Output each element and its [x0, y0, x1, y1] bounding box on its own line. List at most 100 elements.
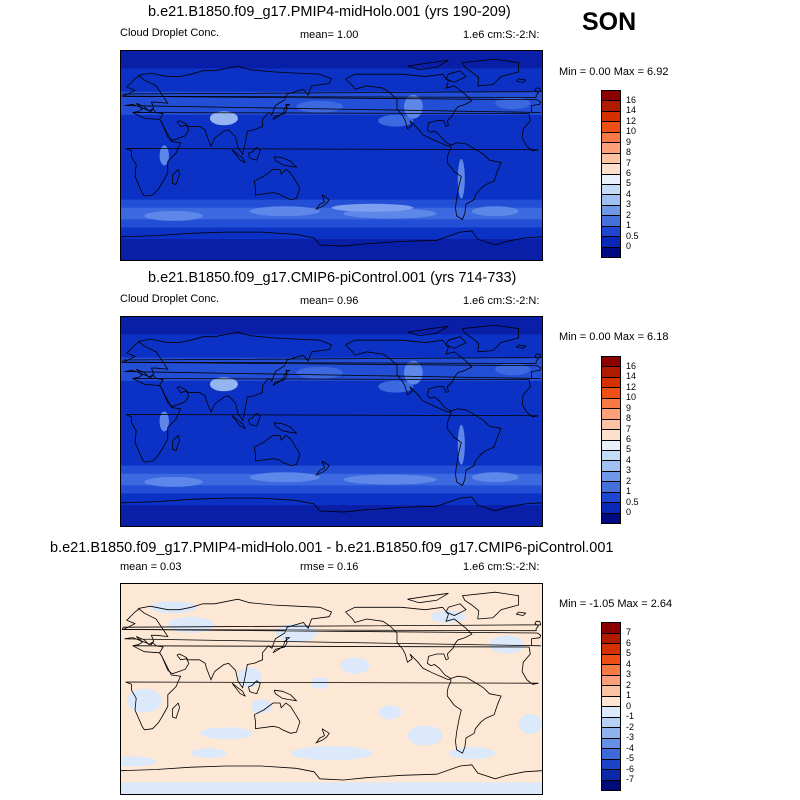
field-patch — [167, 616, 215, 633]
colorbar-tick-label: 12 — [626, 115, 637, 126]
panel3-minmax-label: Min = -1.05 Max = 2.64 — [559, 598, 673, 610]
colorbar-tick-label: 9 — [626, 136, 632, 147]
colorbar-tick-label: 1 — [626, 486, 632, 497]
panel2-title: b.e21.B1850.f09_g17.CMIP6-piControl.001 … — [148, 270, 517, 286]
colorbar-tick-label: 7 — [626, 627, 632, 637]
map-svg — [121, 317, 542, 526]
colorbar-tick-label: -6 — [626, 763, 635, 774]
field-patch — [448, 747, 496, 760]
colorbar-tick-label: 2 — [626, 679, 632, 690]
colorbar-tick-label: 8 — [626, 413, 632, 424]
colorbar-tick-label: 9 — [626, 402, 632, 413]
colorbar-tick-label: 14 — [626, 371, 637, 382]
colorbar-tick-label: 7 — [626, 423, 632, 434]
colorbar-tick-label: 6 — [626, 637, 632, 648]
panel1-map — [120, 50, 543, 261]
coastline — [272, 104, 291, 120]
coastline — [125, 645, 539, 731]
field-patch — [290, 746, 373, 761]
coastline — [121, 87, 542, 98]
colorbar-tick-label: 5 — [626, 178, 632, 189]
field-patch — [471, 472, 519, 483]
coastline — [172, 435, 180, 452]
panel2-minmax-label: Min = 0.00 Max = 6.18 — [559, 331, 669, 343]
field-patch — [296, 100, 344, 113]
colorbar-tick-label: -3 — [626, 732, 635, 742]
panel3-title: b.e21.B1850.f09_g17.PMIP4-midHolo.001 - … — [50, 540, 614, 556]
coastline — [516, 344, 527, 349]
coastline — [121, 764, 542, 781]
field-patch — [144, 476, 203, 487]
coastline — [445, 603, 467, 616]
coastline — [273, 156, 298, 168]
field-patch — [209, 377, 238, 392]
field-patch — [404, 94, 423, 119]
panel2-units-label: 1.e6 cm:S:-2:N: — [463, 295, 540, 307]
coastline — [125, 378, 539, 463]
panel3-rmse-label: rmse = 0.16 — [300, 561, 359, 573]
coastline — [446, 408, 502, 486]
colorbar-tick-label: 1 — [626, 690, 632, 700]
coastline — [123, 331, 542, 422]
colorbar-tick-label: 4 — [626, 454, 632, 465]
field-patch — [159, 145, 169, 166]
panel2-mean-label: mean= 0.96 — [300, 295, 359, 307]
field-patch — [144, 210, 203, 221]
field-patch — [237, 667, 262, 688]
field-band — [121, 239, 542, 260]
coastline — [125, 112, 539, 197]
colorbar-tick-label: -5 — [626, 753, 635, 763]
field-patch — [495, 97, 531, 110]
coastline — [516, 611, 527, 616]
colorbar-tick-label: 12 — [626, 381, 637, 392]
field-patch — [378, 705, 402, 720]
panel2-map — [120, 316, 543, 527]
field-patch — [457, 424, 465, 465]
panel3-map — [120, 583, 543, 795]
colorbar-tick-label: 6 — [626, 434, 632, 444]
panel3-mean-label: mean = 0.03 — [120, 561, 182, 573]
field-patch — [121, 756, 157, 767]
colorbar-tick-label: 0 — [626, 700, 632, 711]
colorbar-tick-label: 5 — [626, 648, 632, 658]
colorbar-tick-label: 0 — [626, 507, 632, 518]
panel3-units-label: 1.e6 cm:S:-2:N: — [463, 561, 540, 573]
coastline — [273, 422, 298, 434]
coastline — [121, 230, 542, 247]
field-patch — [275, 624, 317, 642]
map-background — [121, 317, 542, 526]
field-patch — [159, 411, 169, 432]
colorbar-tick-label: 16 — [626, 94, 637, 105]
panel1-variable-label: Cloud Droplet Conc. — [120, 27, 220, 39]
coastline — [446, 142, 502, 220]
coastline — [516, 78, 527, 83]
field-band — [121, 207, 542, 220]
coastline — [121, 353, 542, 364]
coastline — [248, 412, 261, 427]
map-svg — [121, 584, 542, 794]
colorbar-swatch — [601, 246, 621, 258]
field-patch — [150, 601, 198, 614]
panel1-minmax-label: Min = 0.00 Max = 6.92 — [559, 66, 669, 78]
colorbar-tick-label: -1 — [626, 711, 635, 721]
map-background — [121, 51, 542, 260]
season-label: SON — [582, 8, 637, 36]
colorbar-swatch — [601, 779, 621, 791]
colorbar-tick-label: 0 — [626, 241, 632, 252]
colorbar-tick-label: 6 — [626, 168, 632, 178]
coastline — [446, 675, 502, 754]
colorbar-tick-label: 4 — [626, 188, 632, 199]
coastline — [231, 682, 246, 697]
field-band — [121, 51, 542, 69]
field-patch — [495, 363, 531, 376]
coastline — [272, 370, 291, 386]
coastline — [172, 702, 180, 719]
field-patch — [296, 366, 344, 379]
field-patch — [457, 158, 465, 199]
coastline — [231, 415, 246, 430]
map-background — [121, 584, 542, 794]
coastline — [407, 59, 449, 71]
coastline — [445, 70, 467, 83]
coastline — [253, 702, 301, 734]
panel1-colorbar — [601, 90, 621, 258]
